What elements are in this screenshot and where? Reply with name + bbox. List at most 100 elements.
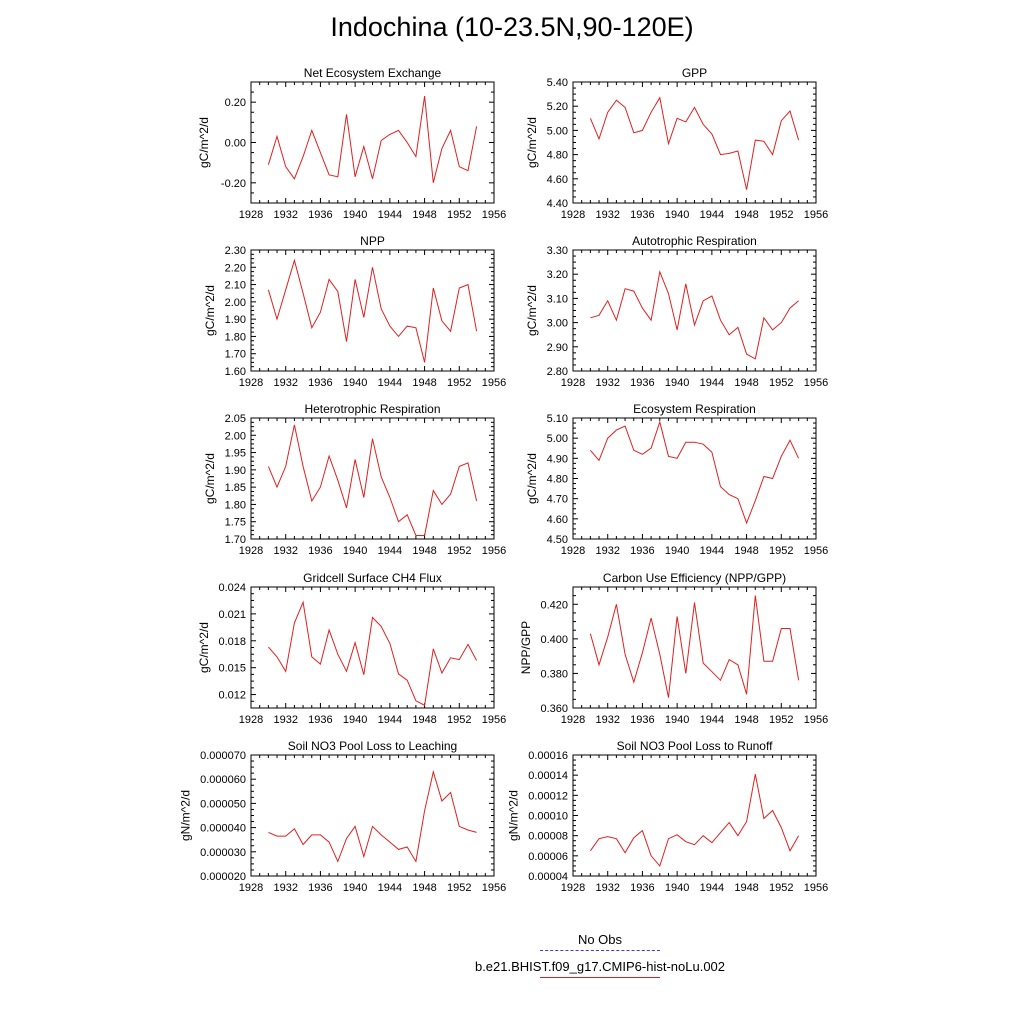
- plot-frame: [250, 586, 495, 709]
- x-tick-label: 1952: [769, 377, 793, 389]
- x-tick-label: 1936: [630, 714, 654, 726]
- x-tick-label: 1956: [804, 377, 828, 389]
- y-tick-label: 0.012: [218, 690, 246, 702]
- y-tick-label: 3.10: [547, 293, 568, 305]
- legend-model-line: [540, 977, 660, 978]
- x-tick-label: 1948: [412, 377, 436, 389]
- x-tick-label: 1952: [769, 882, 793, 894]
- x-tick-label: 1932: [273, 714, 297, 726]
- y-tick-label: 4.70: [547, 494, 568, 506]
- panel-title: Gridcell Surface CH4 Flux: [303, 571, 442, 585]
- x-tick-label: 1940: [343, 209, 367, 221]
- x-tick-label: 1940: [343, 545, 367, 557]
- y-tick-label: 4.50: [547, 534, 568, 546]
- panel-10: Soil NO3 Pool Loss to Runoff 1928 1932 1936…: [507, 739, 829, 894]
- panel-4: Autotrophic Respiration 1928 1932 1936 1940 1…: [525, 234, 828, 389]
- y-tick-label: 2.30: [225, 245, 246, 257]
- x-tick-label: 1932: [595, 377, 619, 389]
- x-tick-label: 1940: [665, 714, 689, 726]
- panel-title: NPP: [360, 234, 385, 248]
- x-tick-label: 1956: [804, 545, 828, 557]
- y-tick-label: 3.20: [547, 269, 568, 281]
- series-line-1: [590, 420, 800, 525]
- legend-obs-line: [540, 950, 660, 951]
- x-tick-label: 1928: [561, 377, 585, 389]
- x-tick-label: 1956: [482, 882, 506, 894]
- x-tick-label: 1928: [239, 377, 263, 389]
- panel-title: Carbon Use Efficiency (NPP/GPP): [603, 571, 786, 585]
- x-tick-label: 1928: [561, 545, 585, 557]
- x-tick-label: 1956: [804, 209, 828, 221]
- x-tick-label: 1948: [412, 209, 436, 221]
- y-tick-label: 1.90: [225, 465, 246, 477]
- y-tick-label: 0.00004: [528, 871, 568, 883]
- plot-frame: [572, 249, 817, 372]
- x-tick-label: 1944: [378, 545, 402, 557]
- y-tick-label: 1.70: [225, 534, 246, 546]
- x-tick-label: 1940: [343, 882, 367, 894]
- panel-2: GPP 1928 1932 1936 1940 1944 1948 1952 1956 4.40 4…: [525, 66, 828, 221]
- y-tick-label: 0.00012: [528, 790, 568, 802]
- y-tick-label: 4.40: [547, 198, 568, 210]
- y-tick-label: 0.420: [540, 599, 568, 611]
- x-tick-label: 1932: [273, 209, 297, 221]
- x-tick-label: 1936: [630, 377, 654, 389]
- x-tick-label: 1940: [665, 545, 689, 557]
- y-tick-label: -0.20: [221, 178, 246, 190]
- y-tick-label: 1.95: [225, 448, 246, 460]
- y-tick-label: 0.000070: [200, 750, 246, 762]
- x-tick-label: 1948: [412, 882, 436, 894]
- y-tick-label: 5.00: [547, 433, 568, 445]
- y-tick-label: 0.000020: [200, 871, 246, 883]
- y-tick-label: 0.00014: [528, 770, 568, 782]
- x-tick-label: 1936: [308, 377, 332, 389]
- x-tick-label: 1944: [700, 882, 724, 894]
- y-tick-label: 4.60: [547, 514, 568, 526]
- legend-obs-label: No Obs: [577, 932, 623, 947]
- series-line-1: [267, 424, 478, 536]
- x-tick-label: 1936: [630, 209, 654, 221]
- x-tick-label: 1948: [734, 882, 758, 894]
- x-tick-label: 1948: [412, 714, 436, 726]
- y-tick-label: 0.021: [218, 609, 246, 621]
- y-axis-label: gC/m^2/d: [525, 453, 539, 504]
- x-tick-label: 1936: [630, 882, 654, 894]
- series-line-1: [590, 269, 799, 360]
- y-tick-label: 5.40: [547, 77, 568, 89]
- y-tick-label: 0.015: [218, 663, 246, 675]
- panel-7: Gridcell Surface CH4 Flux 1928 1932 1936 194…: [197, 571, 506, 726]
- x-tick-label: 1928: [239, 209, 263, 221]
- x-tick-label: 1944: [378, 377, 402, 389]
- x-tick-label: 1940: [343, 714, 367, 726]
- x-tick-label: 1928: [561, 714, 585, 726]
- x-tick-label: 1940: [665, 209, 689, 221]
- x-tick-label: 1928: [561, 209, 585, 221]
- x-tick-label: 1940: [665, 377, 689, 389]
- y-tick-label: 4.80: [547, 150, 568, 162]
- y-tick-label: 0.000030: [200, 847, 246, 859]
- y-tick-label: 2.00: [225, 430, 246, 442]
- panel-title: Ecosystem Respiration: [633, 402, 756, 416]
- x-tick-label: 1932: [595, 714, 619, 726]
- y-tick-label: 1.85: [225, 482, 246, 494]
- y-tick-label: 2.10: [225, 280, 246, 292]
- panel-6: Ecosystem Respiration 1928 1932 1936 1940 194…: [525, 402, 828, 557]
- x-tick-label: 1952: [447, 714, 471, 726]
- legend: No Obs b.e21.BHIST.f09_g17.CMIP6-hist-no…: [440, 932, 760, 978]
- plot-frame: [250, 754, 495, 877]
- y-tick-label: 1.80: [225, 331, 246, 343]
- x-tick-label: 1944: [700, 209, 724, 221]
- y-tick-label: 2.80: [547, 366, 568, 378]
- panel-title: Heterotrophic Respiration: [304, 402, 440, 416]
- y-tick-label: 4.60: [547, 174, 568, 186]
- x-tick-label: 1956: [482, 377, 506, 389]
- y-tick-label: 0.024: [218, 582, 246, 594]
- x-tick-label: 1952: [447, 377, 471, 389]
- y-tick-label: 0.00006: [528, 851, 568, 863]
- x-tick-label: 1932: [595, 209, 619, 221]
- series-line-1: [589, 595, 800, 698]
- x-tick-label: 1932: [595, 545, 619, 557]
- panel-8: Carbon Use Efficiency (NPP/GPP) 1928 1932 1…: [519, 571, 828, 726]
- panel-title: Soil NO3 Pool Loss to Runoff: [617, 739, 774, 753]
- y-tick-label: 1.60: [225, 366, 246, 378]
